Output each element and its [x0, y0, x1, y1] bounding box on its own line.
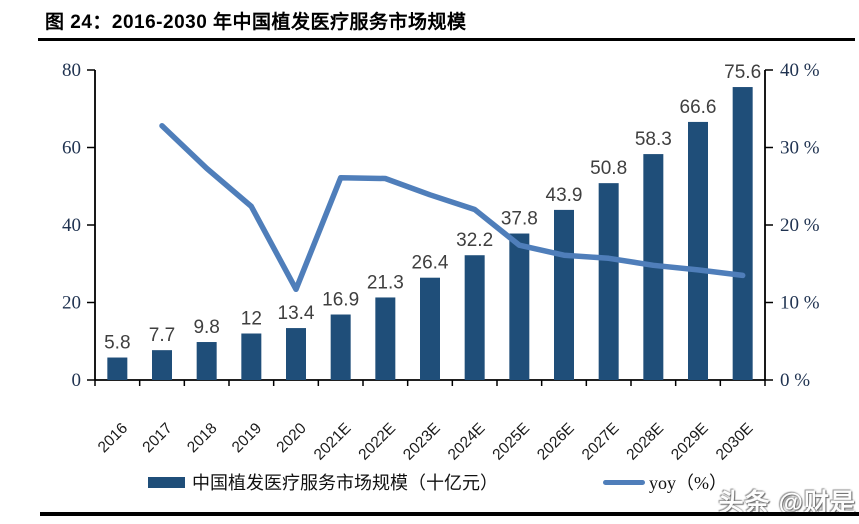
bar-2025E: [509, 233, 530, 380]
right-axis-tick-label: 30 %: [780, 138, 820, 159]
bar-2029E: [688, 121, 708, 381]
bar-2021E: [330, 314, 351, 380]
x-axis-category-label: 2021E: [311, 420, 355, 464]
bar-2020: [286, 328, 306, 380]
x-axis-category-label: 2016: [95, 420, 131, 456]
bar-value-label: 5.8: [104, 333, 130, 354]
left-axis-tick-label: 60: [62, 138, 81, 159]
x-axis-category-label: 2025E: [489, 420, 533, 464]
x-axis-category-label: 2017: [139, 420, 175, 456]
x-axis-category-label: 2026E: [534, 420, 578, 464]
bar-value-label: 37.8: [501, 209, 538, 230]
bar-2026E: [554, 209, 574, 380]
bar-2022E: [375, 297, 396, 380]
bar-2019: [241, 333, 262, 380]
right-axis-tick-label: 0 %: [780, 370, 810, 391]
bar-2018: [196, 342, 217, 380]
left-axis-tick-label: 40: [62, 215, 81, 236]
bar-value-label: 21.3: [367, 272, 404, 293]
x-axis-category-label: 2022E: [355, 420, 399, 464]
left-axis-tick-label: 20: [62, 293, 81, 314]
right-axis-tick-label: 10 %: [780, 293, 820, 314]
bottom-rule: [40, 512, 859, 516]
legend-market-label: 中国植发医疗服务市场规模（十亿元）: [192, 473, 498, 493]
bar-value-label: 16.9: [322, 290, 359, 311]
bar-value-label: 50.8: [590, 158, 627, 179]
figure-title-row: 图 24：2016-2030 年中国植发医疗服务市场规模: [45, 7, 845, 35]
x-axis-category-label: 2020: [273, 420, 310, 457]
bar-2027E: [598, 183, 619, 380]
x-axis-category-label: 2029E: [668, 420, 712, 464]
bar-2030E: [732, 87, 753, 381]
legend-yoy-label: yoy（%）: [649, 473, 727, 493]
x-axis-category-label: 2018: [184, 420, 220, 456]
bar-2023E: [420, 277, 440, 380]
right-axis-tick-label: 40 %: [780, 60, 820, 81]
bar-value-label: 13.4: [278, 303, 315, 324]
title-underline: [38, 38, 855, 41]
yoy-line: [159, 123, 746, 293]
bar-value-label: 43.9: [546, 185, 583, 206]
bar-value-label: 7.7: [149, 325, 175, 346]
bar-value-label: 75.6: [724, 62, 761, 83]
bar-2016: [107, 357, 128, 380]
chart-legend: 中国植发医疗服务市场规模（十亿元） yoy（%）: [0, 468, 859, 498]
bar-2024E: [464, 255, 485, 380]
bar-series-swatch: [148, 476, 185, 488]
left-axis-tick-label: 80: [62, 60, 81, 81]
right-axis-tick-label: 20 %: [780, 215, 820, 236]
legend-item-yoy: yoy（%）: [603, 468, 727, 496]
x-axis-category-label: 2028E: [623, 420, 667, 464]
bar-value-label: 32.2: [456, 230, 493, 251]
bar-value-label: 26.4: [412, 253, 449, 274]
bar-value-label: 12: [241, 309, 262, 330]
x-axis-category-label: 2030E: [713, 420, 757, 464]
x-axis-category-label: 2019: [229, 420, 265, 456]
left-axis-tick-label: 0: [72, 370, 82, 391]
bar-2017: [152, 350, 172, 380]
x-axis-category-label: 2024E: [445, 420, 489, 464]
figure-title: 图 24：2016-2030 年中国植发医疗服务市场规模: [45, 12, 467, 33]
line-series-swatch: [603, 479, 645, 485]
legend-item-market-size: 中国植发医疗服务市场规模（十亿元）: [148, 468, 498, 496]
x-axis-category-label: 2027E: [579, 420, 623, 464]
x-axis-category-label: 2023E: [400, 420, 444, 464]
bar-value-label: 66.6: [680, 97, 717, 118]
bar-value-label: 9.8: [193, 317, 219, 338]
bar-value-label: 58.3: [635, 129, 672, 150]
